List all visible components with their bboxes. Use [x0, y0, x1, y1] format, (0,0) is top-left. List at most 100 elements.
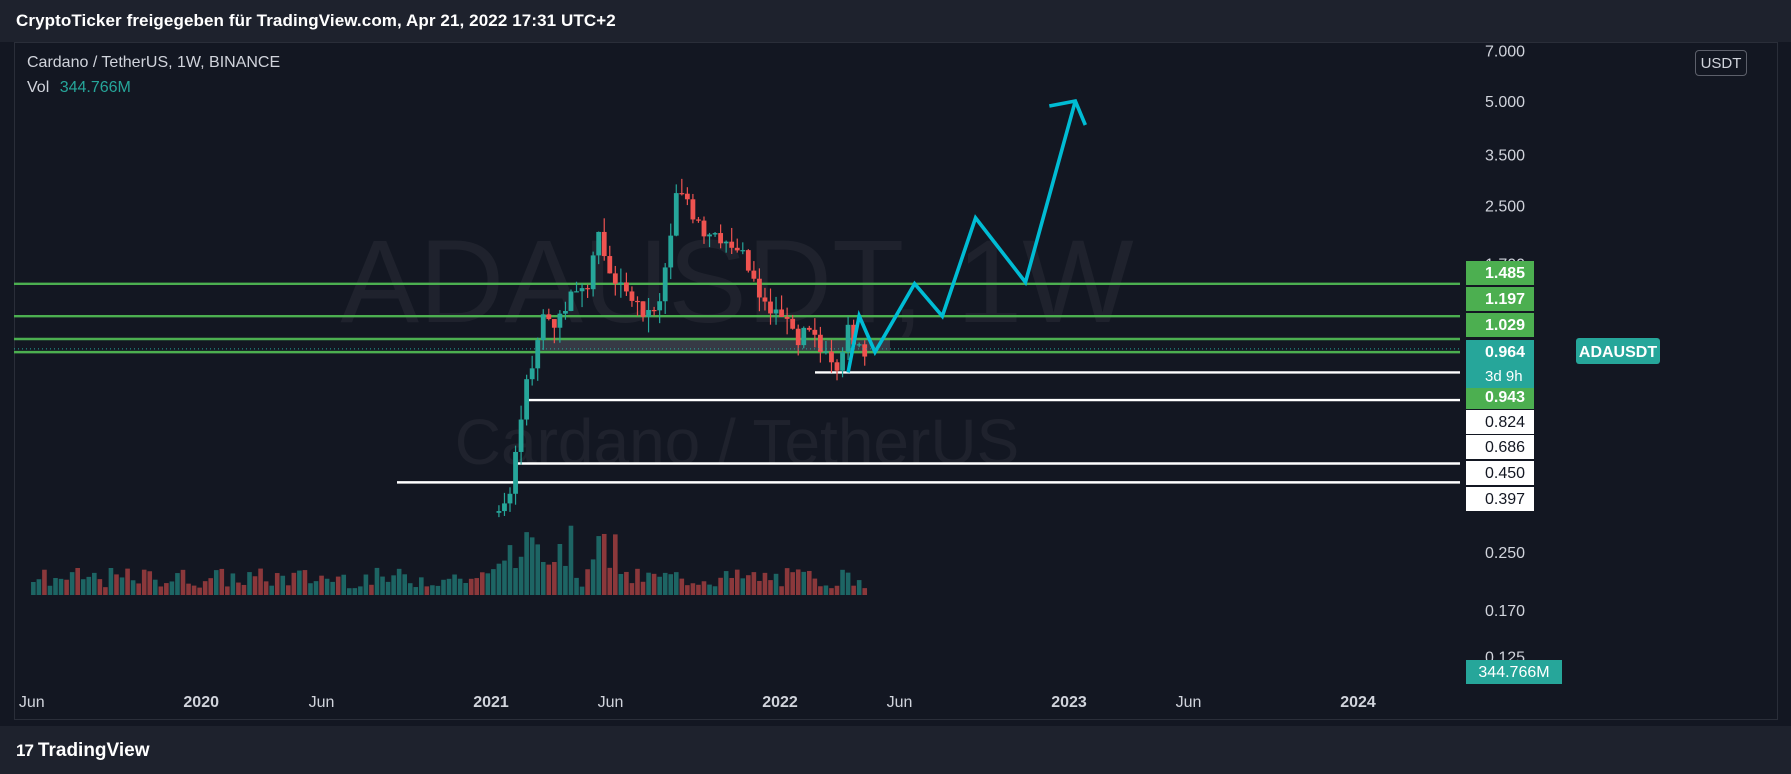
projection-arrowhead — [1048, 98, 1087, 126]
volume-bar — [673, 572, 679, 595]
volume-bar — [352, 588, 358, 595]
time-tick-label: Jun — [19, 694, 45, 711]
volume-bar — [358, 586, 363, 595]
volume-bar — [535, 544, 541, 595]
volume-bar — [119, 577, 125, 595]
candle-body — [773, 309, 779, 314]
volume-bar — [114, 574, 119, 595]
candle-body — [618, 282, 624, 284]
volume-bar — [152, 579, 158, 595]
candle-body — [751, 270, 757, 279]
candle-body — [734, 247, 740, 251]
volume-bar — [452, 574, 457, 595]
time-tick-label: 2021 — [473, 694, 509, 711]
volume-bar — [341, 574, 347, 595]
candle-body — [513, 451, 518, 494]
time-tick-label: 2020 — [183, 694, 219, 711]
volume-bar — [302, 570, 308, 595]
volume-bar — [746, 575, 751, 595]
volume-bar — [552, 562, 557, 595]
candle-body — [640, 301, 646, 317]
candle-body — [629, 291, 635, 301]
level-tag — [1466, 313, 1534, 337]
volume-bar — [696, 584, 701, 595]
time-tick-label: 2023 — [1051, 694, 1087, 711]
volume-bar — [169, 581, 175, 595]
symbol-line: Cardano / TetherUS, 1W, BINANCE — [27, 54, 281, 71]
volume-bar — [773, 573, 779, 595]
volume-bar — [496, 563, 502, 595]
chart-legend: Cardano / TetherUS, 1W, BINANCE Vol 344.… — [27, 54, 280, 97]
time-tick-label: 2024 — [1340, 694, 1376, 711]
attribution-text: CryptoTicker freigegeben für TradingView… — [16, 11, 616, 30]
volume-bar — [274, 573, 280, 595]
volume-bar — [768, 580, 773, 595]
candle-body — [701, 220, 707, 237]
level-tag — [1466, 385, 1534, 409]
volume-bar — [136, 583, 141, 595]
volume-bar — [851, 585, 856, 595]
brand-text: TradingView — [37, 740, 150, 761]
candle-body — [840, 351, 845, 371]
volume-bar — [396, 568, 402, 595]
candle-body — [646, 309, 651, 317]
volume-bar — [607, 567, 613, 595]
volume-bar — [291, 572, 297, 595]
last-price-tag — [1466, 340, 1534, 388]
volume-bar — [236, 582, 241, 595]
volume-bar — [241, 584, 247, 595]
volume-bar — [308, 583, 313, 595]
volume-bar — [468, 578, 474, 595]
candle-body — [829, 351, 834, 363]
volume-bar — [790, 572, 795, 595]
candle-body — [812, 329, 818, 335]
volume-bar — [762, 572, 768, 595]
attribution-bar: CryptoTicker freigegeben für TradingView… — [0, 0, 1791, 42]
currency-button[interactable]: USDT — [1695, 50, 1747, 76]
volume-bar — [363, 574, 369, 595]
volume-bar — [97, 579, 103, 595]
candle-body — [834, 362, 840, 371]
tradingview-logo[interactable]: 17 TradingView — [16, 740, 150, 762]
volume-bar — [629, 583, 635, 595]
volume-bar — [818, 586, 823, 595]
vol-value: 344.766M — [59, 79, 131, 96]
background-layer: ADAUSDT, 1W Cardano / TetherUS — [340, 216, 1133, 478]
volume-bar — [225, 586, 230, 595]
volume-bar — [596, 536, 601, 595]
volume-bar — [635, 568, 640, 595]
candle-body — [673, 193, 679, 236]
volume-bar — [806, 570, 812, 595]
volume-bar — [280, 575, 286, 595]
candle-body — [601, 231, 607, 257]
volume-bar — [435, 585, 441, 595]
level-tag-label: 1.197 — [1485, 291, 1525, 308]
volume-bar — [80, 579, 86, 595]
volume-bar — [141, 569, 147, 595]
volume-bar — [175, 573, 180, 595]
candle-body — [585, 288, 590, 290]
volume-bar — [53, 578, 58, 595]
candle-body — [529, 368, 535, 380]
price-levels — [14, 282, 1460, 484]
volume-bar — [402, 574, 407, 595]
volume-bar — [557, 544, 563, 595]
candle-body — [540, 314, 546, 341]
price-tick-label: 2.500 — [1485, 198, 1525, 215]
volume-bar — [474, 578, 480, 595]
volume-bar — [313, 581, 319, 595]
volume-bar — [269, 585, 274, 595]
candle-body — [768, 301, 773, 314]
candle-body — [856, 344, 862, 346]
volume-bar — [801, 571, 807, 595]
candle-body — [679, 193, 685, 195]
volume-bar — [829, 588, 834, 595]
volume-bar — [795, 569, 801, 595]
volume-bar — [202, 581, 208, 595]
candle-body — [801, 327, 807, 346]
volume-bar — [679, 578, 685, 595]
volume-bar — [657, 576, 662, 595]
volume-bar — [845, 572, 851, 595]
candle-body — [657, 301, 663, 311]
